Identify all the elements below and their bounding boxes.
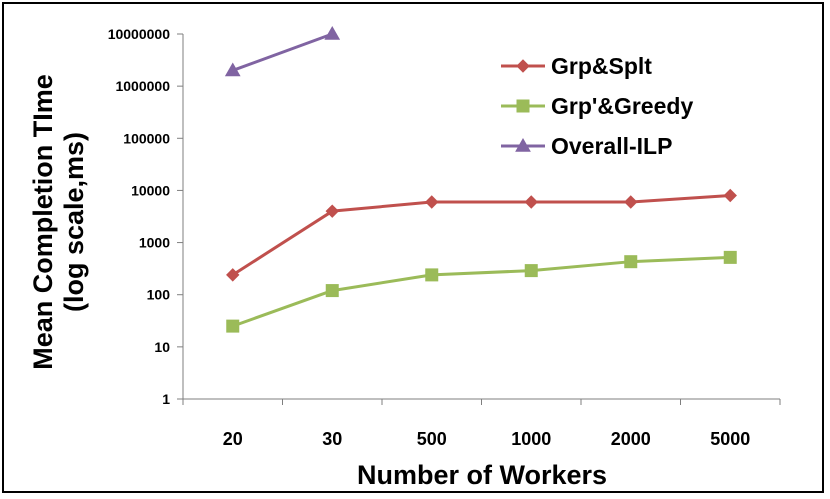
y-tick-label: 10 [154, 339, 170, 355]
series-line [232, 32, 333, 72]
data-point [425, 268, 439, 282]
data-point [224, 62, 241, 77]
y-tick-label: 10000 [131, 182, 170, 198]
axes [182, 34, 780, 400]
legend-marker [516, 99, 530, 113]
legend-label: Overall-ILP [551, 133, 672, 159]
x-tick-label: 30 [322, 429, 342, 449]
data-point [524, 264, 538, 278]
chart-frame: 1 10 100 1000 10000 100000 1000000 10000000 20 3… [2, 2, 824, 493]
data-point [226, 319, 240, 333]
y-tick-labels: 1 10 100 1000 10000 100000 1000000 10000000 [108, 26, 183, 407]
y-axis-title-line1: Mean Completion TIme [28, 74, 58, 370]
x-axis-title: Number of Workers [357, 460, 607, 490]
series-line [232, 255, 731, 328]
series-overall-ilp [224, 25, 341, 77]
legend-marker [515, 137, 531, 152]
data-point [226, 268, 240, 282]
y-tick-label: 100 [147, 287, 171, 303]
data-point [624, 255, 638, 269]
data-series [224, 25, 737, 333]
data-point [324, 25, 341, 40]
x-tick-label: 20 [223, 429, 243, 449]
y-tick-label: 1 [162, 391, 170, 407]
data-point [425, 195, 439, 209]
y-axis-title-line2: (log scale,ms) [59, 132, 89, 312]
data-point [325, 204, 339, 218]
x-tick-label: 500 [417, 429, 447, 449]
legend-label: Grp&Splt [551, 53, 652, 79]
legend-label: Grp'&Greedy [551, 93, 693, 119]
data-point [325, 284, 339, 298]
series-line [231, 193, 731, 277]
series-grp-greedy [226, 250, 737, 333]
y-tick-label: 1000000 [115, 78, 170, 94]
x-tick-label: 1000 [511, 429, 551, 449]
data-point [524, 195, 538, 209]
y-tick-label: 1000 [139, 235, 170, 251]
series-grp-splt [226, 188, 737, 282]
chart-canvas: 1 10 100 1000 10000 100000 1000000 10000000 20 3… [28, 25, 781, 490]
legend-marker [516, 59, 530, 73]
y-tick-label: 100000 [123, 130, 170, 146]
data-point [723, 250, 737, 264]
x-tick-label: 5000 [710, 429, 750, 449]
data-point [723, 188, 737, 203]
legend: Grp&Splt Grp'&Greedy Overall-ILP [501, 53, 693, 159]
x-tick-labels: 20 30 500 1000 2000 5000 [182, 399, 781, 449]
y-tick-label: 10000000 [108, 26, 171, 42]
data-point [624, 195, 638, 209]
x-tick-label: 2000 [611, 429, 651, 449]
